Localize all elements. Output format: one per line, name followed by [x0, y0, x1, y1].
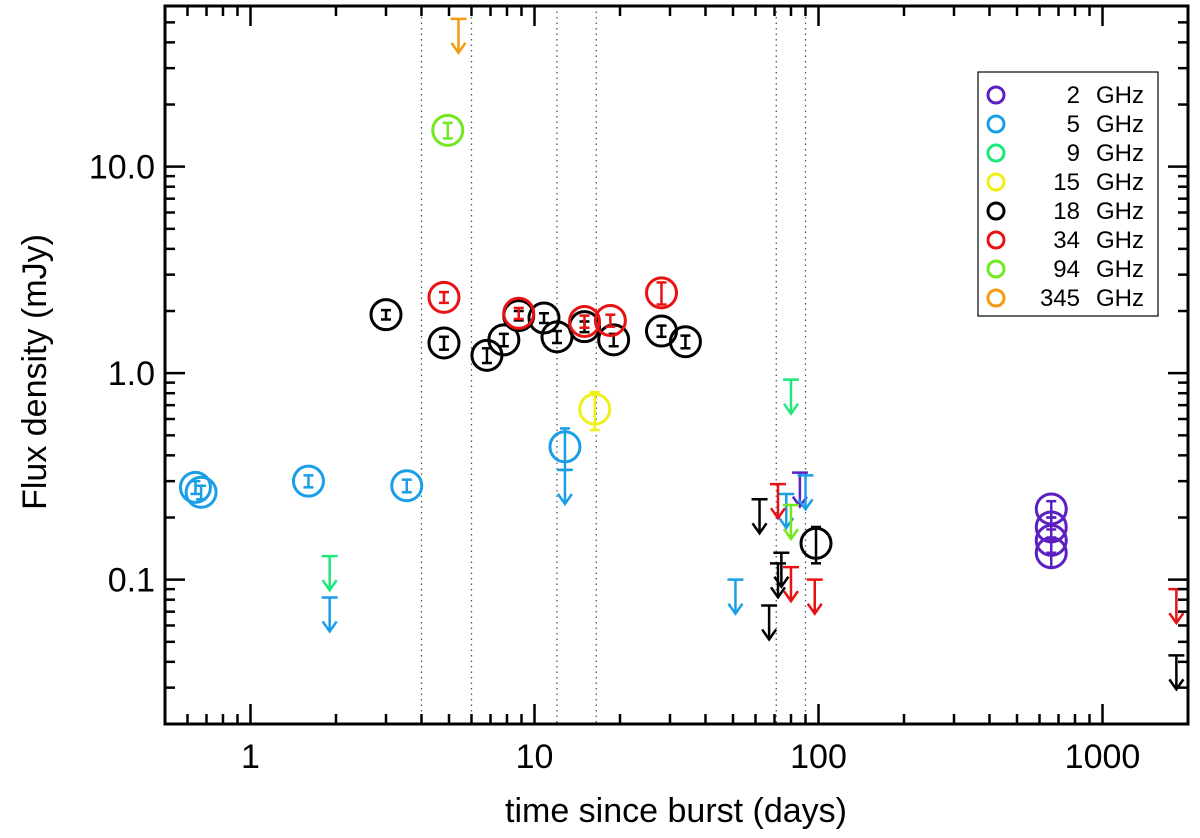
data-point — [390, 469, 424, 503]
legend-marker — [986, 259, 1006, 279]
y-axis-label: Flux density (mJy) — [16, 234, 54, 510]
x-tick-label: 1 — [241, 738, 260, 776]
upper-limit-arrow-head — [782, 402, 800, 416]
series-9-ghz — [321, 378, 800, 593]
data-point — [369, 298, 403, 332]
data-marks — [178, 17, 1185, 692]
axis-ticks — [163, 4, 1190, 726]
legend-label-unit: GHz — [1096, 140, 1144, 167]
upper-limit-arrow-head — [1168, 612, 1185, 626]
data-point — [427, 280, 461, 314]
series-94-ghz — [431, 113, 800, 542]
vertical-reference-lines — [420, 6, 807, 724]
data-point — [668, 325, 702, 359]
upper-limit-arrow-head — [450, 42, 467, 56]
upper-limit-arrow-head — [797, 498, 814, 512]
legend-label-unit: GHz — [1096, 111, 1144, 138]
legend-marker — [986, 172, 1006, 192]
legend-marker — [986, 85, 1006, 105]
series-5-ghz — [178, 427, 814, 634]
data-point — [427, 326, 461, 360]
upper-limit-arrow-head — [769, 507, 787, 521]
series-15-ghz — [578, 390, 612, 432]
upper-limit-arrow-head — [1168, 678, 1185, 692]
upper-limit-arrow-head — [806, 602, 823, 616]
x-axis-label: time since burst (days) — [505, 792, 847, 830]
legend-marker — [986, 230, 1006, 250]
upper-limit-arrow-head — [556, 493, 573, 507]
upper-limit-arrow-head — [782, 528, 800, 542]
upper-limit-arrow-head — [773, 576, 790, 589]
series-34-ghz — [427, 276, 1185, 626]
plot-frame — [163, 4, 1190, 726]
legend-marker — [986, 201, 1006, 221]
upper-limit-arrow-head — [321, 579, 338, 593]
axes: 1 10 100 1000 0.1 1.0 10.0 time since burst (d… — [16, 4, 1190, 830]
legend-label-frequency: 15 — [1053, 169, 1080, 196]
data-point — [568, 304, 602, 338]
legend-label-frequency: 34 — [1053, 227, 1080, 254]
legend-label-unit: GHz — [1096, 285, 1144, 312]
legend-marker — [986, 114, 1006, 134]
series-2-ghz — [791, 471, 1068, 570]
legend-label-frequency: 5 — [1067, 111, 1080, 138]
legend: 2 GHz 5 GHz 9 GHz 15 GHz 18 GHz 34 GHz 94 GHz 345 GHz — [977, 71, 1159, 317]
legend-label-frequency: 345 — [1040, 285, 1080, 312]
legend-label-frequency: 2 — [1067, 82, 1080, 109]
legend-box — [977, 71, 1159, 317]
series-18-ghz — [369, 298, 1185, 692]
upper-limit-arrow-head — [751, 522, 768, 536]
x-tick-label: 1000 — [1065, 738, 1141, 776]
upper-limit-arrow-head — [321, 620, 338, 634]
legend-marker — [986, 143, 1006, 163]
data-point — [597, 323, 631, 357]
data-point — [291, 464, 325, 498]
legend-label-unit: GHz — [1096, 256, 1144, 283]
tick-labels: 1 10 100 1000 0.1 1.0 10.0 — [89, 149, 1141, 776]
series-345-ghz — [450, 17, 467, 56]
upper-limit-arrow-head — [727, 602, 744, 616]
data-point — [184, 475, 218, 509]
data-point — [487, 323, 521, 357]
legend-label-unit: GHz — [1096, 169, 1144, 196]
data-point — [431, 113, 465, 147]
legend-label-unit: GHz — [1096, 198, 1144, 225]
data-point — [178, 470, 212, 504]
upper-limit-arrow-head — [761, 628, 778, 642]
legend-label-frequency: 94 — [1053, 256, 1080, 283]
legend-marker — [986, 288, 1006, 308]
data-point — [644, 276, 678, 310]
y-tick-label: 10.0 — [89, 149, 155, 187]
legend-label-unit: GHz — [1096, 82, 1144, 109]
legend-label-unit: GHz — [1096, 227, 1144, 254]
data-point — [502, 296, 536, 330]
legend-label-frequency: 9 — [1067, 140, 1080, 167]
legend-label-frequency: 18 — [1053, 198, 1080, 225]
y-tick-label: 0.1 — [108, 562, 155, 600]
data-point — [593, 303, 627, 337]
upper-limit-arrow-head — [769, 586, 787, 600]
x-tick-label: 100 — [790, 738, 847, 776]
x-tick-label: 10 — [516, 738, 554, 776]
y-tick-label: 1.0 — [108, 355, 155, 393]
upper-limit-arrow-head — [782, 590, 800, 604]
